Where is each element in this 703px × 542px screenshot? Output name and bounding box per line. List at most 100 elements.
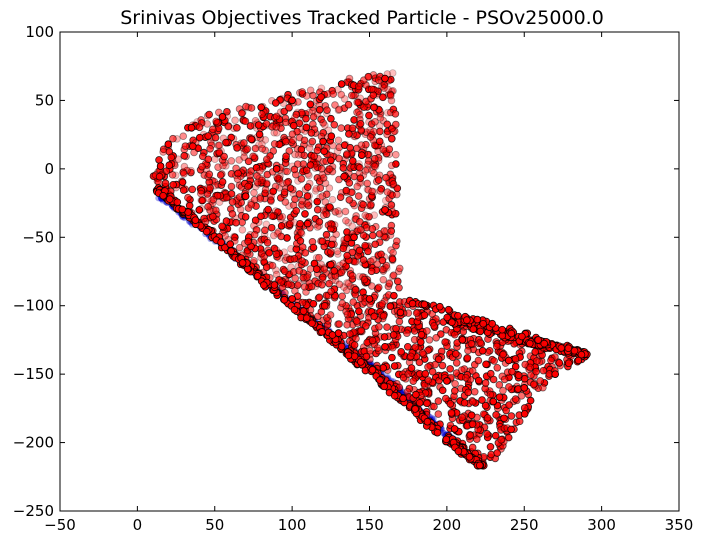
data-point <box>420 300 429 309</box>
data-point <box>205 170 214 179</box>
x-tick-label: 50 <box>205 516 224 534</box>
data-point <box>240 153 248 161</box>
data-point <box>191 216 200 224</box>
data-point <box>215 148 223 156</box>
data-point <box>430 402 438 411</box>
data-point <box>270 140 279 148</box>
data-point <box>342 216 350 225</box>
data-point <box>263 155 271 164</box>
data-point <box>555 359 564 367</box>
data-point <box>168 171 177 179</box>
data-point <box>349 298 358 306</box>
data-point <box>361 211 370 220</box>
data-point <box>270 281 279 289</box>
data-point <box>320 302 329 310</box>
data-point <box>315 105 324 114</box>
data-point <box>392 160 400 168</box>
data-point <box>327 156 335 165</box>
data-point <box>180 162 189 171</box>
data-point <box>255 130 264 139</box>
data-point <box>197 196 206 205</box>
data-point <box>386 302 395 311</box>
data-point <box>450 425 459 433</box>
data-point <box>286 280 294 288</box>
data-point <box>507 425 515 434</box>
data-point <box>417 338 425 346</box>
x-tick-label: 250 <box>510 516 539 534</box>
data-point <box>190 148 198 157</box>
data-point <box>318 281 326 289</box>
data-point <box>390 291 398 300</box>
data-point <box>340 95 349 103</box>
data-point <box>202 227 211 236</box>
data-point <box>507 412 516 420</box>
data-point <box>155 156 163 164</box>
data-point <box>353 182 362 191</box>
data-point <box>371 240 380 249</box>
data-point <box>526 363 534 372</box>
data-point <box>299 273 307 282</box>
data-point <box>353 98 362 107</box>
y-tick-label: 100 <box>25 23 54 41</box>
data-point <box>379 93 387 101</box>
data-point <box>257 103 265 112</box>
data-point <box>247 135 256 144</box>
data-point <box>468 420 477 429</box>
data-point <box>169 134 177 143</box>
data-point <box>311 164 319 172</box>
data-point <box>282 137 290 146</box>
data-point <box>218 113 227 121</box>
data-point <box>218 222 226 231</box>
data-point <box>388 343 397 352</box>
data-point <box>434 410 443 418</box>
data-point <box>387 246 395 254</box>
data-point <box>343 150 351 158</box>
data-point <box>577 350 586 359</box>
data-point <box>466 431 475 440</box>
x-tick-label: 100 <box>278 516 307 534</box>
data-point <box>321 121 329 129</box>
data-point <box>302 123 311 132</box>
data-point <box>255 174 264 183</box>
data-point <box>526 339 534 348</box>
data-point <box>167 153 176 162</box>
data-point <box>238 226 247 234</box>
data-point <box>420 381 429 390</box>
data-point <box>337 268 346 277</box>
x-tick-label: 150 <box>355 516 384 534</box>
data-point <box>368 225 377 233</box>
data-point <box>489 397 498 406</box>
data-point <box>357 141 366 149</box>
data-point <box>242 248 251 256</box>
data-point <box>373 260 382 268</box>
data-point <box>329 90 338 98</box>
data-point <box>204 155 213 164</box>
data-point <box>470 387 479 396</box>
data-point <box>315 253 323 262</box>
data-point <box>458 336 467 344</box>
data-point <box>367 200 375 209</box>
data-point <box>220 152 228 161</box>
data-point <box>327 248 335 256</box>
data-point <box>179 186 188 194</box>
data-point <box>404 370 412 378</box>
data-point <box>259 281 268 289</box>
data-point <box>334 207 343 215</box>
data-point <box>345 196 354 204</box>
data-point <box>347 91 356 100</box>
data-point <box>370 141 379 150</box>
data-point <box>269 231 278 240</box>
data-point <box>227 247 235 255</box>
data-point <box>391 110 400 118</box>
data-point <box>356 218 364 226</box>
data-point <box>337 80 346 88</box>
data-point <box>383 120 392 129</box>
data-point <box>309 113 318 121</box>
data-point <box>338 292 347 301</box>
data-point <box>356 119 365 128</box>
data-point <box>370 103 378 112</box>
data-point <box>508 367 516 376</box>
data-point <box>209 125 217 134</box>
data-point <box>387 134 396 143</box>
